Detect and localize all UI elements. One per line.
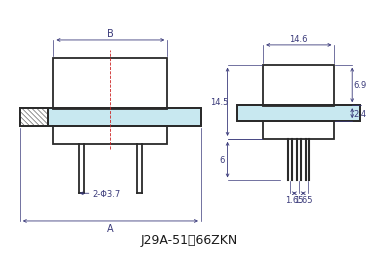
Bar [238, 106, 360, 122]
Bar [238, 106, 360, 122]
Text: 2.4: 2.4 [354, 109, 367, 118]
Bar [20, 109, 47, 126]
Text: 6.9: 6.9 [354, 81, 367, 90]
Text: A: A [107, 223, 114, 233]
Bar [263, 66, 334, 107]
Text: 2-Φ3.7: 2-Φ3.7 [92, 189, 121, 198]
Text: 14.6: 14.6 [290, 35, 308, 44]
Text: J29A-51、66ZKN: J29A-51、66ZKN [140, 233, 238, 246]
Text: 6: 6 [219, 155, 224, 165]
Bar [20, 109, 201, 126]
Bar [263, 122, 334, 139]
Bar [53, 126, 167, 144]
Bar [20, 109, 47, 126]
Bar [20, 109, 201, 126]
Text: 14.5: 14.5 [210, 98, 229, 107]
Text: 1.65: 1.65 [285, 195, 304, 204]
Text: B: B [107, 29, 114, 39]
Bar [53, 58, 167, 110]
Text: 1.65: 1.65 [294, 195, 313, 204]
